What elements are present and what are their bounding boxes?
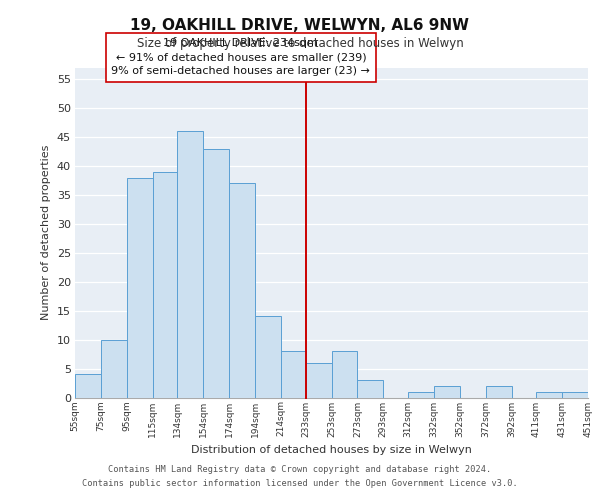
Bar: [203, 148, 229, 398]
Text: 19, OAKHILL DRIVE, WELWYN, AL6 9NW: 19, OAKHILL DRIVE, WELWYN, AL6 9NW: [131, 18, 470, 32]
Text: Size of property relative to detached houses in Welwyn: Size of property relative to detached ho…: [137, 38, 463, 51]
Y-axis label: Number of detached properties: Number of detached properties: [41, 145, 51, 320]
Bar: [229, 184, 255, 398]
Bar: [332, 351, 358, 398]
Bar: [281, 351, 305, 398]
Bar: [255, 316, 281, 398]
X-axis label: Distribution of detached houses by size in Welwyn: Distribution of detached houses by size …: [191, 445, 472, 455]
Bar: [153, 172, 178, 398]
Bar: [358, 380, 383, 398]
Text: Contains HM Land Registry data © Crown copyright and database right 2024.
Contai: Contains HM Land Registry data © Crown c…: [82, 466, 518, 487]
Bar: [178, 131, 203, 398]
Bar: [75, 374, 101, 398]
Bar: [562, 392, 588, 398]
Bar: [305, 363, 332, 398]
Text: 19 OAKHILL DRIVE: 234sqm
← 91% of detached houses are smaller (239)
9% of semi-d: 19 OAKHILL DRIVE: 234sqm ← 91% of detach…: [112, 38, 370, 76]
Bar: [101, 340, 127, 398]
Bar: [485, 386, 512, 398]
Bar: [408, 392, 434, 398]
Bar: [127, 178, 153, 398]
Bar: [536, 392, 562, 398]
Bar: [434, 386, 460, 398]
